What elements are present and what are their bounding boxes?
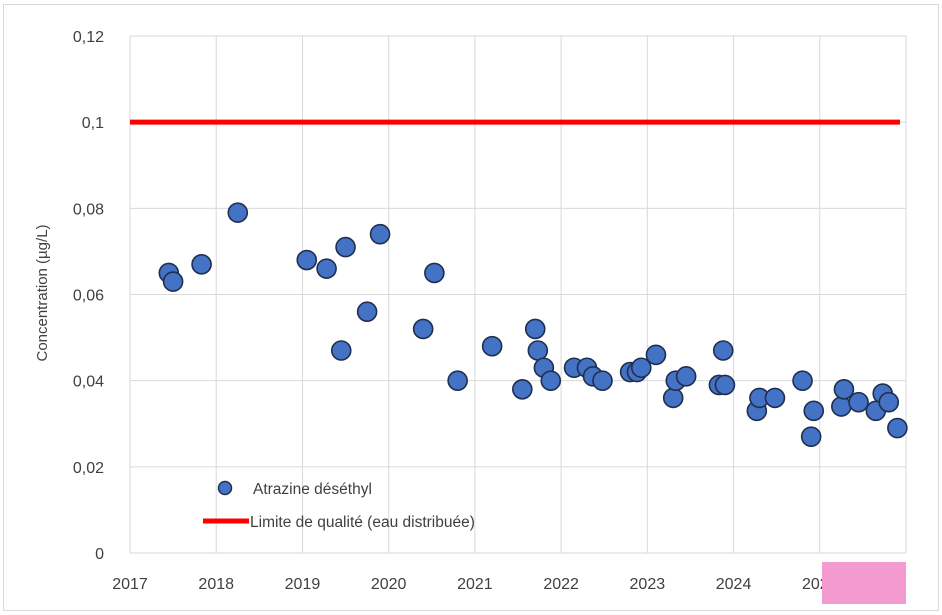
- data-point: [645, 344, 667, 366]
- x-tick-label: 2017: [112, 576, 148, 593]
- data-point: [792, 370, 813, 391]
- legend: Atrazine déséthyl Limite de qualité (eau…: [203, 480, 475, 531]
- legend-label-line: Limite de qualité (eau distribuée): [250, 514, 475, 531]
- data-point: [630, 357, 652, 379]
- data-point: [296, 249, 318, 271]
- x-tick-label: 2020: [371, 576, 407, 593]
- y-tick-label: 0,1: [82, 115, 104, 132]
- data-point: [831, 396, 852, 417]
- data-point: [662, 387, 684, 409]
- x-tick-label: 2021: [457, 576, 493, 593]
- x-axis-ticks: 2017 2018 2019 2020 2021 2022 2023 2024 2025: [112, 576, 837, 593]
- chart-frame: [3, 4, 939, 611]
- x-tick-label: 2023: [630, 576, 666, 593]
- grid-lines: [129, 35, 907, 554]
- y-axis-title: Concentration (µg/L): [34, 224, 51, 361]
- data-point: [803, 400, 825, 422]
- data-point: [800, 426, 822, 447]
- data-point: [592, 370, 613, 391]
- y-tick-label: 0,12: [73, 29, 104, 46]
- data-point: [481, 335, 503, 357]
- data-point: [887, 417, 908, 439]
- data-point: [369, 223, 391, 245]
- data-point: [191, 254, 212, 275]
- legend-marker-scatter: [217, 480, 233, 496]
- data-point: [316, 258, 337, 279]
- data-point: [527, 340, 549, 361]
- data-point: [447, 370, 468, 391]
- highlight-overlay: [822, 562, 906, 604]
- y-tick-label: 0: [95, 546, 104, 563]
- x-tick-label: 2018: [198, 576, 234, 593]
- legend-label-scatter: Atrazine déséthyl: [253, 481, 372, 498]
- data-point: [335, 236, 356, 258]
- data-point: [714, 374, 736, 396]
- data-point: [524, 318, 546, 340]
- data-point: [227, 202, 249, 223]
- y-tick-label: 0,04: [73, 374, 104, 391]
- data-point: [540, 370, 562, 391]
- y-tick-label: 0,06: [73, 288, 104, 305]
- data-point: [512, 378, 533, 400]
- data-point: [675, 366, 697, 387]
- x-tick-label: 2024: [716, 576, 752, 593]
- x-tick-label: 2019: [285, 576, 321, 593]
- y-tick-label: 0,02: [73, 460, 104, 477]
- data-point: [878, 391, 900, 413]
- data-point: [712, 340, 734, 361]
- data-point: [162, 271, 184, 292]
- data-point: [356, 301, 378, 323]
- data-point: [848, 391, 869, 413]
- data-points: [158, 202, 908, 447]
- y-tick-label: 0,08: [73, 201, 104, 218]
- y-axis-ticks: 0 0,02 0,04 0,06 0,08 0,1 0,12: [73, 29, 104, 563]
- data-point: [424, 262, 445, 284]
- data-point: [764, 387, 786, 409]
- data-point: [833, 378, 855, 400]
- data-point: [330, 340, 352, 361]
- data-point: [412, 318, 434, 340]
- x-tick-label: 2022: [543, 576, 579, 593]
